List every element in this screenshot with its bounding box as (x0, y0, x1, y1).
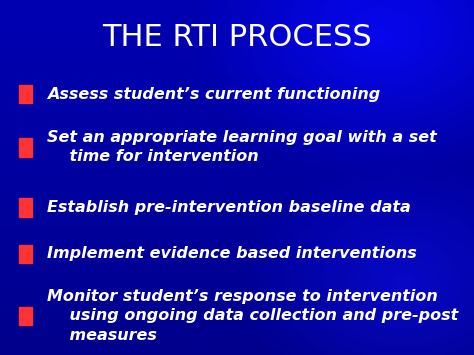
Text: THE RTI PROCESS: THE RTI PROCESS (102, 23, 372, 52)
Bar (19, 245, 32, 263)
Text: Assess student’s current functioning: Assess student’s current functioning (47, 87, 381, 102)
Bar (19, 307, 32, 325)
Bar (19, 198, 32, 217)
Bar (19, 138, 32, 157)
Text: Implement evidence based interventions: Implement evidence based interventions (47, 246, 417, 261)
Bar (19, 85, 32, 103)
Text: Monitor student’s response to intervention
    using ongoing data collection and: Monitor student’s response to interventi… (47, 289, 459, 343)
Text: Set an appropriate learning goal with a set
    time for intervention: Set an appropriate learning goal with a … (47, 130, 437, 164)
Text: Establish pre-intervention baseline data: Establish pre-intervention baseline data (47, 200, 411, 215)
